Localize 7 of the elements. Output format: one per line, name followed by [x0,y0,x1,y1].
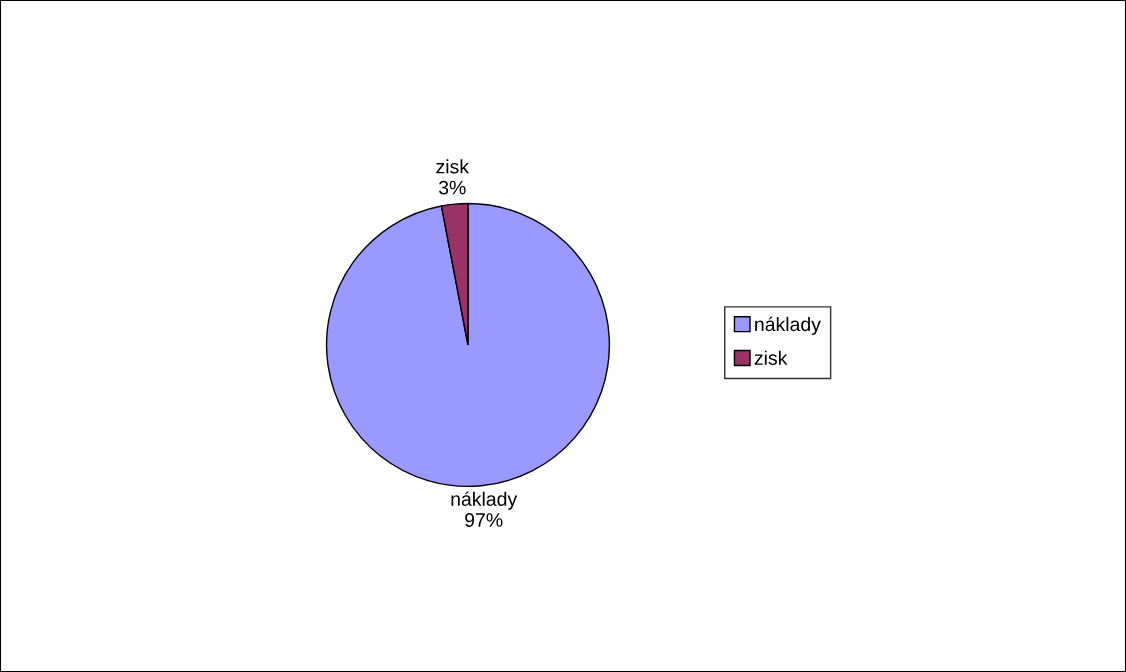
slice-label: náklady [451,491,518,510]
slice-label: zisk [436,159,470,174]
data-label: 97% [465,513,503,527]
legend-label: náklady [755,316,821,335]
legend-label: zisk [754,350,788,365]
pie-slice [325,202,611,488]
data-label: 3% [438,180,466,195]
